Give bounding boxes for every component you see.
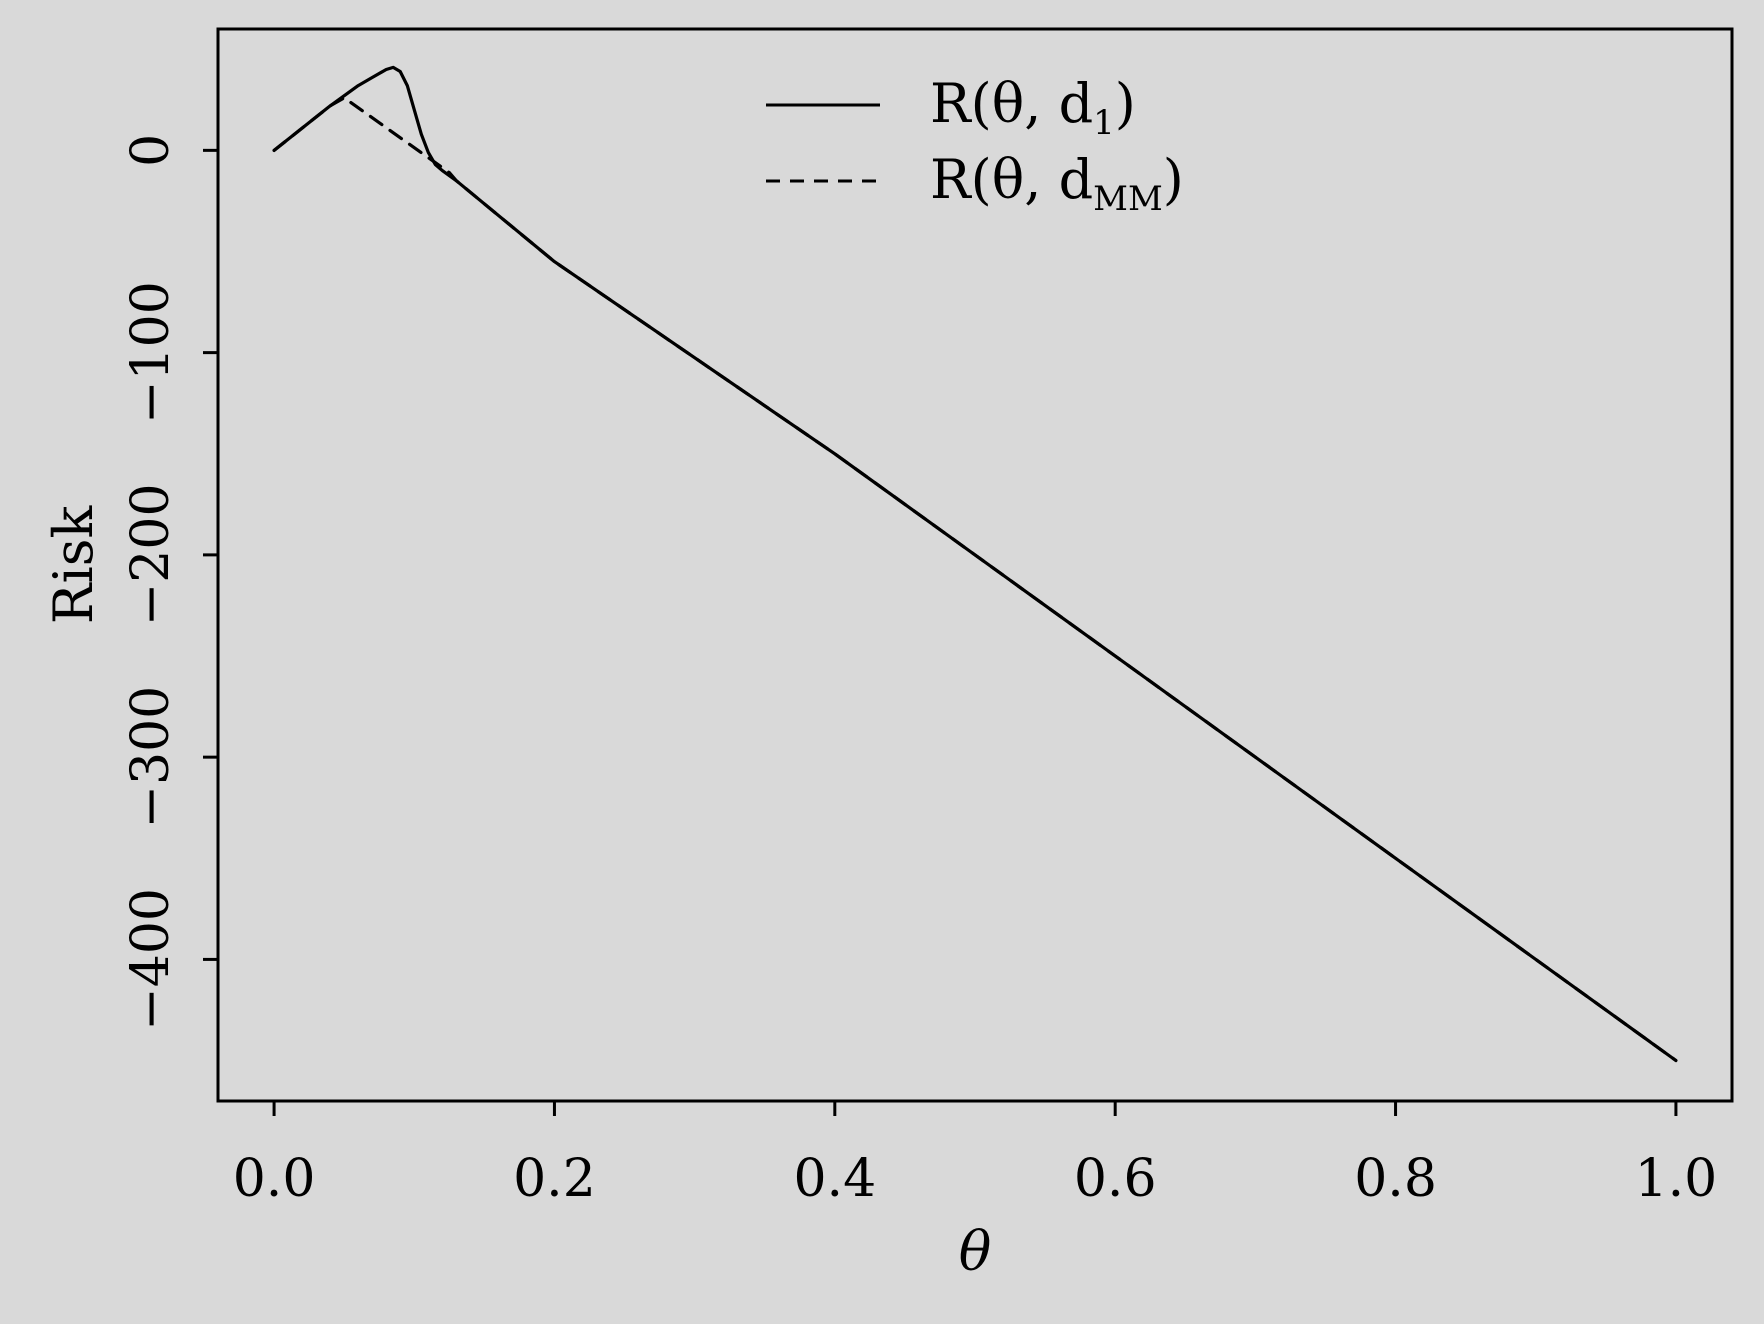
- y-tick-label: −100: [121, 281, 181, 424]
- series-layer: [272, 65, 1678, 1063]
- x-tick-label: 0.6: [1074, 1149, 1157, 1209]
- legend-label-d1-sub: 1: [1093, 103, 1115, 143]
- legend-label-d1: R(θ, d1): [930, 72, 1136, 143]
- legend-label-dmm: R(θ, dMM): [930, 148, 1184, 219]
- y-tick-label: −200: [121, 483, 181, 626]
- legend-label-d1-close: ): [1115, 72, 1136, 135]
- y-tick-label: −400: [121, 888, 181, 1031]
- series-line-dmm: [272, 96, 1678, 1063]
- legend-label-d1-main: R(θ, d: [930, 72, 1093, 135]
- x-tick-label: 0.0: [233, 1149, 316, 1209]
- legend-label-dmm-close: ): [1163, 148, 1184, 211]
- y-tick-label: 0: [121, 134, 181, 167]
- x-axis: 0.0 0.2 0.4 0.6 0.8 1.0: [233, 1099, 1718, 1209]
- y-axis: 0 −100 −200 −300 −400: [121, 134, 220, 1031]
- x-tick-label: 0.2: [513, 1149, 596, 1209]
- x-tick-label: 1.0: [1635, 1149, 1718, 1209]
- x-axis-title: θ: [959, 1220, 992, 1283]
- y-axis-title: Risk: [42, 505, 105, 625]
- y-tick-label: −300: [121, 686, 181, 829]
- legend: R(θ, d1) R(θ, dMM): [766, 72, 1184, 219]
- x-tick-label: 0.4: [793, 1149, 876, 1209]
- legend-label-dmm-main: R(θ, d: [930, 148, 1093, 211]
- x-tick-label: 0.8: [1354, 1149, 1437, 1209]
- legend-label-dmm-sub: MM: [1093, 179, 1163, 219]
